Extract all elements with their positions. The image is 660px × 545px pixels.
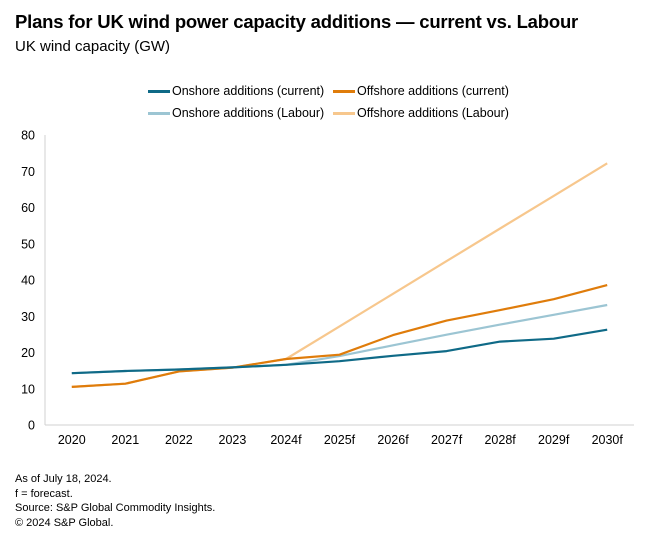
x-tick-label: 2027f: [431, 433, 463, 447]
footnote-date: As of July 18, 2024.: [15, 473, 112, 485]
footnote-source: Source: S&P Global Commodity Insights.: [15, 502, 216, 514]
x-tick-label: 2025f: [324, 433, 356, 447]
series-line-onshore-current: [71, 328, 608, 375]
series-line-offshore-current: [71, 284, 608, 388]
legend-item-offshore-current: Offshore additions (current): [333, 84, 543, 98]
legend-item-onshore-current: Onshore additions (current): [148, 84, 333, 98]
legend-label: Offshore additions (Labour): [357, 106, 509, 120]
legend-label: Onshore additions (Labour): [172, 106, 325, 120]
series-line-offshore-labour: [71, 162, 608, 388]
x-tick-label: 2024f: [270, 433, 302, 447]
y-tick-label: 80: [21, 129, 35, 143]
x-tick-label: 2029f: [538, 433, 570, 447]
x-tick-label: 2028f: [484, 433, 516, 447]
x-tick-label: 2026f: [377, 433, 409, 447]
y-tick-label: 60: [21, 201, 35, 215]
legend-swatch-onshore-labour: [148, 111, 170, 115]
y-axis: 0 10 20 30 40 50 60 70 80: [21, 129, 35, 433]
x-tick-label: 2020: [58, 433, 86, 447]
chart-title: Plans for UK wind power capacity additio…: [15, 11, 579, 32]
footnote-copyright: © 2024 S&P Global.: [15, 516, 114, 529]
y-tick-label: 50: [21, 237, 35, 251]
y-tick-label: 0: [28, 419, 35, 433]
legend-swatch-onshore-current: [148, 89, 170, 93]
x-tick-label: 2021: [111, 433, 139, 447]
x-tick-label: 2023: [219, 433, 247, 447]
y-tick-label: 20: [21, 346, 35, 360]
y-tick-label: 10: [21, 382, 35, 396]
series-lines: [71, 162, 608, 388]
x-axis: 2020 2021 2022 2023 2024f 2025f 2026f 2027f 2028…: [58, 433, 624, 447]
footnotes: As of July 18, 2024. f = forecast. Sourc…: [15, 472, 215, 530]
legend: Onshore additions (current) Offshore add…: [148, 80, 543, 124]
legend-item-onshore-labour: Onshore additions (Labour): [148, 106, 333, 120]
chart-subtitle: UK wind capacity (GW): [15, 38, 171, 55]
y-tick-label: 70: [21, 165, 35, 179]
legend-label: Onshore additions (current): [172, 84, 325, 98]
legend-item-offshore-labour: Offshore additions (Labour): [333, 106, 543, 120]
x-tick-label: 2030f: [592, 433, 624, 447]
footnote-forecast: f = forecast.: [15, 487, 73, 500]
legend-label: Offshore additions (current): [357, 84, 509, 98]
x-tick-label: 2022: [165, 433, 193, 447]
y-tick-label: 30: [21, 310, 35, 324]
legend-swatch-offshore-current: [333, 89, 355, 93]
legend-swatch-offshore-labour: [333, 111, 355, 115]
y-tick-label: 40: [21, 274, 35, 288]
